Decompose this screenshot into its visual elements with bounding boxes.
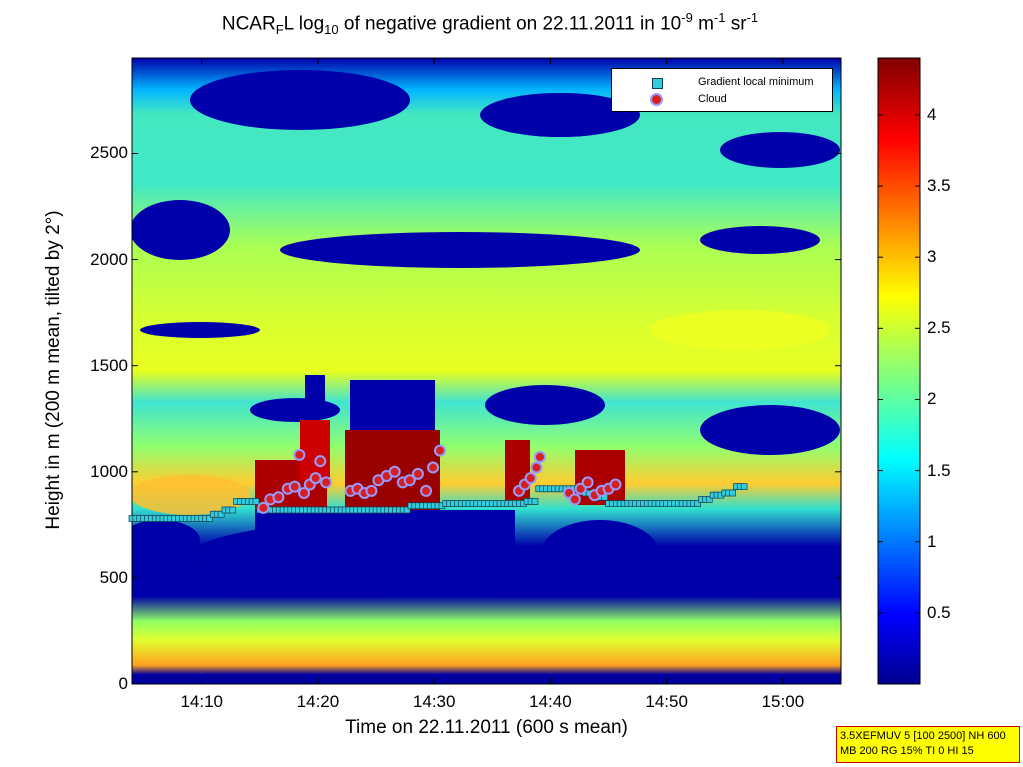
cloud-point [530, 461, 543, 474]
heatmap-blob [190, 70, 410, 130]
colorbar-tick-label: 4 [927, 104, 937, 124]
colorbar-tick-label: 2 [927, 389, 937, 409]
cloud-point [388, 465, 401, 478]
legend-item-gradient-minimum: Gradient local minimum [612, 75, 832, 91]
cloud-point [420, 484, 433, 497]
y-tick-label: 500 [99, 567, 128, 587]
chart-title: NCARFL log10 of negative gradient on 22.… [221, 10, 759, 38]
legend-label-gradient-minimum: Gradient local minimum [698, 76, 814, 88]
cloud-point [434, 444, 447, 457]
heatmap-field [132, 58, 841, 684]
x-tick-label: 14:10 [180, 692, 224, 711]
cloud-region [305, 375, 325, 415]
cloud-point [309, 472, 322, 485]
heatmap-blob [700, 226, 820, 254]
heatmap-blob [132, 200, 230, 260]
gradient-minimum-point [217, 510, 225, 518]
legend-label-cloud: Cloud [698, 93, 727, 105]
cloud-point [320, 476, 333, 489]
cloud-region [255, 510, 515, 580]
colorbar-tick-label: 1 [927, 531, 937, 551]
heatmap-blob [132, 475, 250, 515]
cloud-point [411, 467, 424, 480]
square-marker-icon [652, 78, 663, 89]
heatmap-blob [250, 398, 340, 422]
cloud-point [293, 448, 306, 461]
heatmap-blob [540, 520, 660, 590]
cloud-point [609, 478, 622, 491]
settings-info-box: 3.5XEFMUV 5 [100 2500] NH 600 MB 200 RG … [836, 726, 1020, 763]
cloud-point [427, 461, 440, 474]
x-tick-label: 14:40 [529, 692, 572, 711]
heatmap-blob [140, 322, 260, 338]
heatmap-blob [480, 93, 640, 137]
colorbar-tick-label: 1.5 [927, 460, 951, 480]
x-tick-label: 14:20 [296, 692, 340, 711]
cloud-point [272, 491, 285, 504]
info-line-2: MB 200 RG 15% TI 0 HI 15 [840, 745, 974, 757]
y-axis-label: Height in m (200 m mean, tilted by 2°) [43, 210, 64, 530]
gradient-minimum-point [531, 498, 539, 505]
gradient-minimum-point [252, 498, 260, 505]
heatmap-blob [280, 232, 640, 268]
x-tick-label: 14:50 [645, 692, 688, 711]
gradient-minimum-point [206, 515, 213, 522]
info-line-1: 3.5XEFMUV 5 [100 2500] NH 600 [840, 730, 1006, 742]
gradient-minimum-point [229, 506, 237, 514]
cloud-point [568, 493, 581, 506]
colorbar-tick-label: 3 [927, 247, 937, 267]
cloud-point [257, 501, 270, 514]
heatmap-blob [132, 520, 200, 560]
cloud-point [581, 476, 594, 489]
x-tick-marks [201, 58, 784, 684]
cloud-point [403, 474, 416, 487]
cloud-region [300, 420, 330, 480]
cloud-region [350, 380, 435, 430]
y-tick-label: 0 [118, 674, 128, 693]
legend-item-cloud: Cloud [612, 92, 832, 108]
colorbar-tick-marks [878, 114, 920, 614]
heatmap-blob [720, 132, 840, 168]
legend: Gradient local minimum Cloud [611, 68, 833, 112]
cloud-point [524, 472, 537, 485]
y-tick-label: 1500 [90, 355, 128, 375]
y-tick-label: 1000 [90, 461, 128, 481]
x-axis-label: Time on 22.11.2011 (600 s mean) [345, 717, 628, 738]
cloud-point [533, 450, 546, 463]
gradient-minimum-point [403, 506, 411, 514]
gradient-minimum-point [694, 500, 702, 507]
x-tick-label: 14:30 [412, 692, 456, 711]
y-tick-label: 2000 [90, 249, 128, 269]
colorbar-tick-label: 3.5 [927, 176, 951, 196]
gradient-minimum-point [705, 496, 713, 503]
cloud-point [365, 484, 378, 497]
x-tick-label: 15:00 [761, 692, 805, 711]
heatmap-blob [700, 405, 840, 455]
colorbar-tick-label: 0.5 [927, 602, 951, 622]
colorbar [877, 57, 921, 685]
heatmap-blob [650, 310, 830, 350]
gradient-minimum-point [740, 483, 748, 491]
circle-marker-icon [650, 93, 663, 106]
cloud-point [288, 480, 301, 493]
y-tick-label: 2500 [90, 143, 128, 163]
cloud-series [257, 444, 622, 514]
plot-frame [131, 57, 842, 685]
heatmap-blob [485, 385, 605, 425]
y-tick-marks [132, 152, 841, 685]
colorbar-tick-label: 2.5 [927, 318, 951, 338]
cloud-point [314, 455, 327, 468]
cloud-point [298, 487, 311, 500]
gradient-minimum-point [729, 489, 736, 497]
